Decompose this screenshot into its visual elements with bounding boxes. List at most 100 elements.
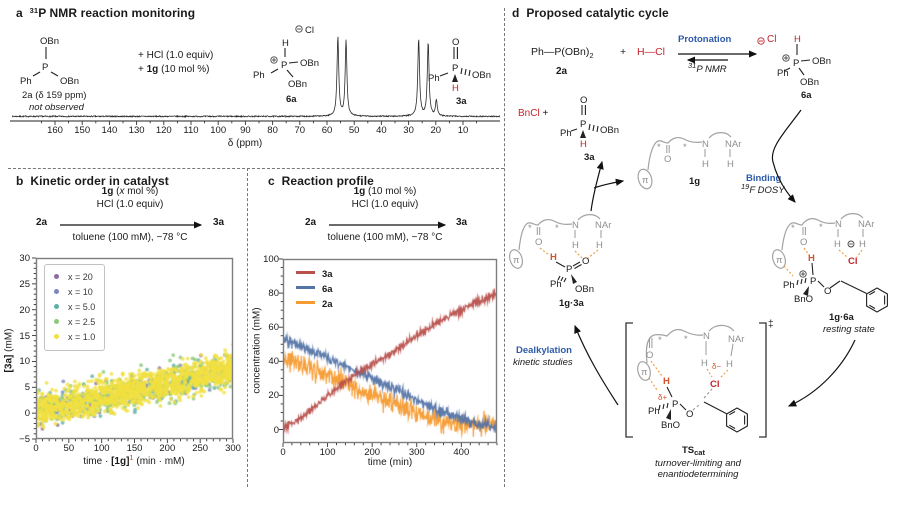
c-scheme-product: 3a xyxy=(456,217,468,228)
legend-item: x = 10 xyxy=(54,285,95,300)
nmr-tick-label: 100 xyxy=(210,125,227,136)
benzene-ring xyxy=(866,287,888,313)
legend-item: x = 5.0 xyxy=(54,300,95,315)
b-y-tick-label: 10 xyxy=(19,356,30,368)
c-x-tick-label: 300 xyxy=(408,447,425,458)
c-x-tick-label: 0 xyxy=(280,447,286,458)
b-y-tick-label: 30 xyxy=(19,253,30,264)
atom-obn-down: OBn xyxy=(288,79,307,90)
divider-bc-top xyxy=(8,168,504,169)
panel-d-label: d xyxy=(512,6,520,20)
svg-text:O: O xyxy=(646,350,653,361)
svg-text:N: N xyxy=(835,219,842,230)
atom-p: P xyxy=(672,399,678,410)
nmr-tick-label: 130 xyxy=(128,125,145,136)
svg-text:*: * xyxy=(555,223,559,234)
nmr-tick-label: 160 xyxy=(47,125,63,136)
atom-h-bridge: H xyxy=(663,376,670,387)
legend-label: x = 2.5 xyxy=(68,317,96,327)
svg-text:O: O xyxy=(800,237,807,248)
panel-a-title-sup: 31 xyxy=(29,6,39,15)
nmr-tick-label: 20 xyxy=(430,125,442,136)
legend-item: x = 1.0 xyxy=(54,330,95,345)
minus-charge-icon xyxy=(295,25,303,33)
panel-a-conditions-1: + HCl (1.0 equiv) xyxy=(138,50,214,61)
legend-label: x = 5.0 xyxy=(68,302,96,312)
structure-1g-label: 1g xyxy=(689,176,700,187)
svg-text:*: * xyxy=(683,142,687,153)
b-x-tick-label: 0 xyxy=(33,443,39,454)
nmr-x-axis-label: δ (ppm) xyxy=(227,138,263,149)
atom-o-ester: O xyxy=(686,409,693,420)
b-x-tick-label: 250 xyxy=(192,443,209,454)
b-y-tick-label: 5 xyxy=(24,382,30,394)
double-dagger: ‡ xyxy=(768,319,774,330)
b-y-tick-label: 15 xyxy=(19,330,30,342)
panel-d-title: d Proposed catalytic cycle xyxy=(512,6,669,20)
svg-text:N: N xyxy=(703,331,710,342)
svg-text:NAr: NAr xyxy=(725,139,741,150)
b-scheme-product: 3a xyxy=(213,217,225,228)
arrow-6a-to-1g6a xyxy=(771,109,802,203)
c-axes xyxy=(279,258,498,447)
d-31pnmr-label: 31P NMR xyxy=(688,61,727,75)
legend-line-icon xyxy=(296,271,315,274)
c-x-tick-label: 200 xyxy=(364,447,381,458)
svg-text:H: H xyxy=(726,359,733,370)
atom-p: P xyxy=(810,276,816,287)
svg-text:*: * xyxy=(657,142,661,153)
c-scheme-arrow xyxy=(329,221,447,229)
minus-charge-icon xyxy=(757,37,765,45)
b-axes xyxy=(32,257,234,443)
c-scheme-reactant: 2a xyxy=(305,217,317,228)
d-kinetic-studies-label: kinetic studies xyxy=(513,357,573,368)
svg-text:H: H xyxy=(702,159,709,170)
nmr-tick-label: 110 xyxy=(183,125,199,136)
svg-text:H: H xyxy=(596,240,603,251)
atom-o-p: O xyxy=(582,256,589,267)
nmr-tick-label: 40 xyxy=(376,125,387,136)
b-y-tick-label: 25 xyxy=(19,278,30,290)
d-eq-reactant-label: 2a xyxy=(556,66,568,77)
b-x-axis-label: time · [1g]1 (min · mM) xyxy=(83,453,185,467)
panel-a-title: a 31P NMR reaction monitoring xyxy=(16,6,195,20)
atom-o: O xyxy=(452,37,459,48)
svg-text:H: H xyxy=(572,240,579,251)
atom-p: P xyxy=(793,58,799,69)
b-x-tick-label: 150 xyxy=(126,443,143,454)
nmr-tick-label: 150 xyxy=(74,125,91,136)
wedge-bond xyxy=(571,274,577,284)
b-x-tick-label: 50 xyxy=(63,443,75,454)
c-scheme-below: toluene (100 mM), −78 °C xyxy=(327,232,443,243)
b-x-tick-label: 200 xyxy=(159,443,176,454)
svg-text:H: H xyxy=(859,239,866,250)
atom-ph: Ph xyxy=(20,76,32,87)
plus-charge-icon xyxy=(799,270,807,278)
atom-o: O xyxy=(580,95,587,106)
structure-3a-cycle: O P Ph OBn H 3a xyxy=(560,95,619,163)
wedge-bond xyxy=(666,409,671,420)
panel-c-title: c Reaction profile xyxy=(268,174,374,188)
b-y-tick-label: −5 xyxy=(19,434,30,445)
c-y-tick-label: 0 xyxy=(273,424,279,436)
d-equilibrium-arrows xyxy=(678,50,758,64)
atom-p: P xyxy=(42,62,48,73)
structure-ts-cat: ‡ π O * * N H δ− NAr H Cl H δ+ P Ph BnO … xyxy=(625,319,774,480)
b-x-tick-label: 300 xyxy=(225,443,241,454)
atom-p: P xyxy=(566,264,572,275)
pi-pocket-icon xyxy=(508,249,524,269)
legend-item: 6a xyxy=(296,282,333,297)
panel-b-label: b xyxy=(16,174,24,188)
legend-label: x = 1.0 xyxy=(68,332,96,342)
atom-ph: Ph xyxy=(253,70,265,81)
legend-item: x = 2.5 xyxy=(54,315,95,330)
benzene-ring xyxy=(726,407,748,433)
legend-line-icon xyxy=(296,286,315,289)
legend-line-icon xyxy=(296,301,315,304)
c-y-tick-label: 100 xyxy=(263,254,279,265)
svg-text:π: π xyxy=(513,255,520,266)
plus-charge-icon xyxy=(782,54,790,62)
ts-note-2: enantiodetermining xyxy=(658,469,740,480)
structure-6a-spectrum: Cl H P OBn OBn Ph 6a xyxy=(253,25,319,105)
svg-text:H: H xyxy=(727,159,734,170)
